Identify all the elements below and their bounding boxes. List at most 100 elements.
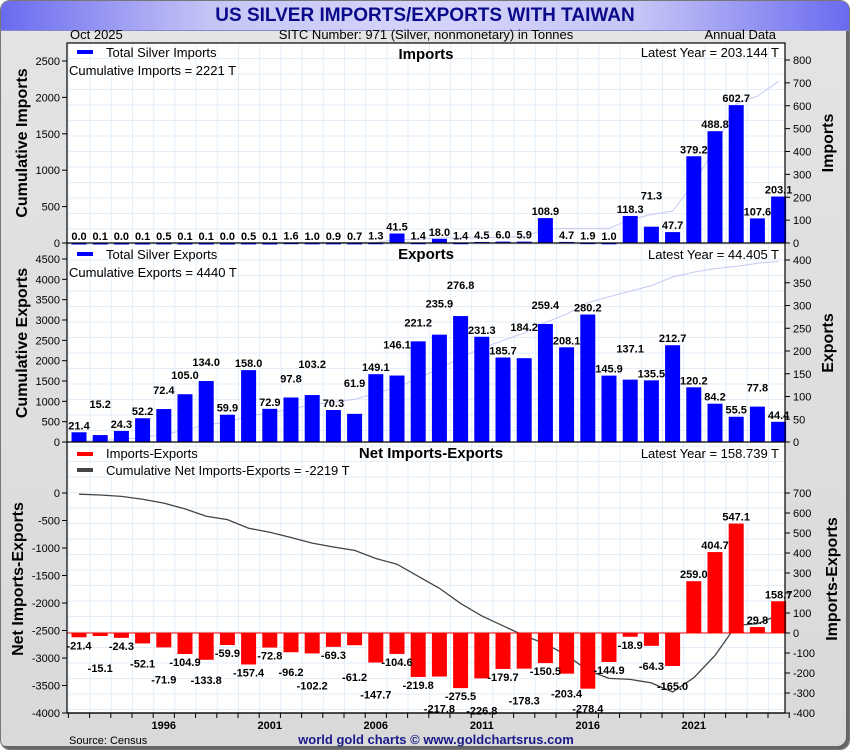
bar-imports (686, 156, 702, 243)
bar-imports (749, 218, 765, 243)
data-label-imports: 71.3 (641, 191, 662, 203)
credit-link[interactable]: world gold charts © www.goldchartsrus.co… (297, 732, 574, 747)
data-label-net: -157.4 (233, 667, 265, 679)
data-label-imports: 0.7 (347, 231, 362, 243)
right-tick-label: 200 (793, 192, 811, 204)
data-label-exports: 52.2 (132, 406, 153, 418)
bar-imports (622, 215, 638, 243)
right-tick-label: 200 (793, 588, 811, 600)
bar-net (728, 523, 744, 633)
left-tick-label: 2000 (36, 92, 60, 104)
right-tick-label: 300 (793, 568, 811, 580)
bar-imports (219, 243, 235, 245)
right-tick-label: -300 (793, 688, 815, 700)
net-legend-swatch (77, 452, 93, 456)
bar-exports (368, 374, 384, 442)
x-tick-label: 2021 (682, 720, 706, 732)
bar-net (71, 633, 87, 638)
left-tick-label: -500 (38, 516, 60, 528)
data-label-net: -150.5 (530, 666, 561, 678)
bar-net (749, 627, 765, 633)
bar-imports (771, 196, 787, 243)
data-label-exports: 208.1 (553, 335, 581, 347)
data-label-imports: 0.1 (93, 231, 108, 243)
data-label-exports: 103.2 (298, 359, 326, 371)
data-label-imports: 0.1 (135, 231, 150, 243)
left-tick-label: 500 (42, 202, 60, 214)
data-label-net: -102.2 (297, 680, 328, 692)
bar-imports (665, 232, 681, 243)
bar-net (262, 633, 278, 648)
bar-net (622, 633, 638, 637)
bar-imports (495, 241, 511, 244)
left-tick-label: 3500 (36, 295, 60, 307)
data-label-imports: 107.6 (744, 206, 772, 218)
data-label-net: -226.8 (466, 705, 497, 717)
data-label-imports: 1.0 (601, 231, 616, 243)
bar-exports (707, 403, 723, 442)
chart-title: US SILVER IMPORTS/EXPORTS WITH TAIWAN (215, 5, 635, 26)
data-label-net: 29.8 (747, 615, 768, 627)
data-label-exports: 55.5 (725, 405, 746, 417)
bar-exports (516, 358, 532, 442)
data-label-exports: 84.2 (704, 392, 725, 404)
exports-cumulative: Cumulative Exports = 4440 T (69, 265, 237, 280)
bar-imports (198, 242, 214, 245)
left-tick-label: -4000 (32, 708, 60, 720)
bar-exports (771, 421, 787, 442)
bar-imports (707, 131, 723, 243)
bar-exports (665, 345, 681, 442)
chart-marks (67, 80, 787, 693)
data-label-imports: 5.9 (517, 230, 532, 242)
x-tick-label: 2011 (470, 720, 494, 732)
bar-exports (262, 408, 278, 442)
right-tick-label: 0 (793, 238, 799, 250)
right-tick-label: -200 (793, 668, 815, 680)
bar-net (453, 633, 469, 689)
imports-title: Imports (398, 46, 453, 63)
data-label-imports: 4.7 (559, 230, 574, 242)
bar-imports (177, 242, 193, 245)
bar-net (686, 581, 702, 633)
bar-imports (71, 243, 87, 245)
frequency-label: Annual Data (704, 27, 776, 42)
bar-exports (431, 334, 447, 442)
data-label-imports: 1.0 (305, 231, 320, 243)
data-label-net: 158.7 (765, 589, 793, 601)
data-label-imports: 41.5 (386, 222, 407, 234)
exports-legend: Total Silver Exports (106, 247, 218, 262)
bar-exports (749, 406, 765, 442)
right-tick-label: -100 (793, 648, 815, 660)
data-label-net: -96.2 (278, 667, 303, 679)
data-label-imports: 118.3 (617, 204, 644, 216)
right-tick-label: 0 (793, 628, 799, 640)
data-label-exports: 145.9 (595, 364, 623, 376)
data-label-net: -71.9 (151, 674, 176, 686)
net-cumulative-legend: Cumulative Net Imports-Exports = -2219 T (106, 463, 350, 478)
data-label-exports: 221.2 (404, 317, 432, 329)
data-label-net: -15.1 (88, 663, 113, 675)
right-tick-label: 400 (793, 255, 811, 267)
bar-net (219, 633, 235, 645)
data-label-exports: 105.0 (171, 370, 199, 382)
source-label: Source: Census (69, 735, 148, 747)
left-tick-label: 1000 (36, 165, 60, 177)
bar-exports (643, 380, 659, 442)
right-tick-label: -400 (793, 708, 815, 720)
right-tick-label: 250 (793, 323, 811, 335)
bar-exports (219, 414, 235, 442)
bar-net (410, 633, 426, 677)
data-label-net: -203.4 (551, 689, 583, 701)
bar-imports (156, 242, 172, 245)
bar-net (325, 633, 341, 647)
bar-exports (410, 341, 426, 442)
data-label-exports: 231.3 (468, 325, 496, 337)
bar-net (559, 633, 575, 674)
right-tick-label: 300 (793, 301, 811, 313)
data-label-exports: 259.4 (532, 300, 560, 312)
right-tick-label: 150 (793, 369, 811, 381)
data-label-net: -72.8 (257, 651, 282, 663)
bar-net (495, 633, 511, 669)
